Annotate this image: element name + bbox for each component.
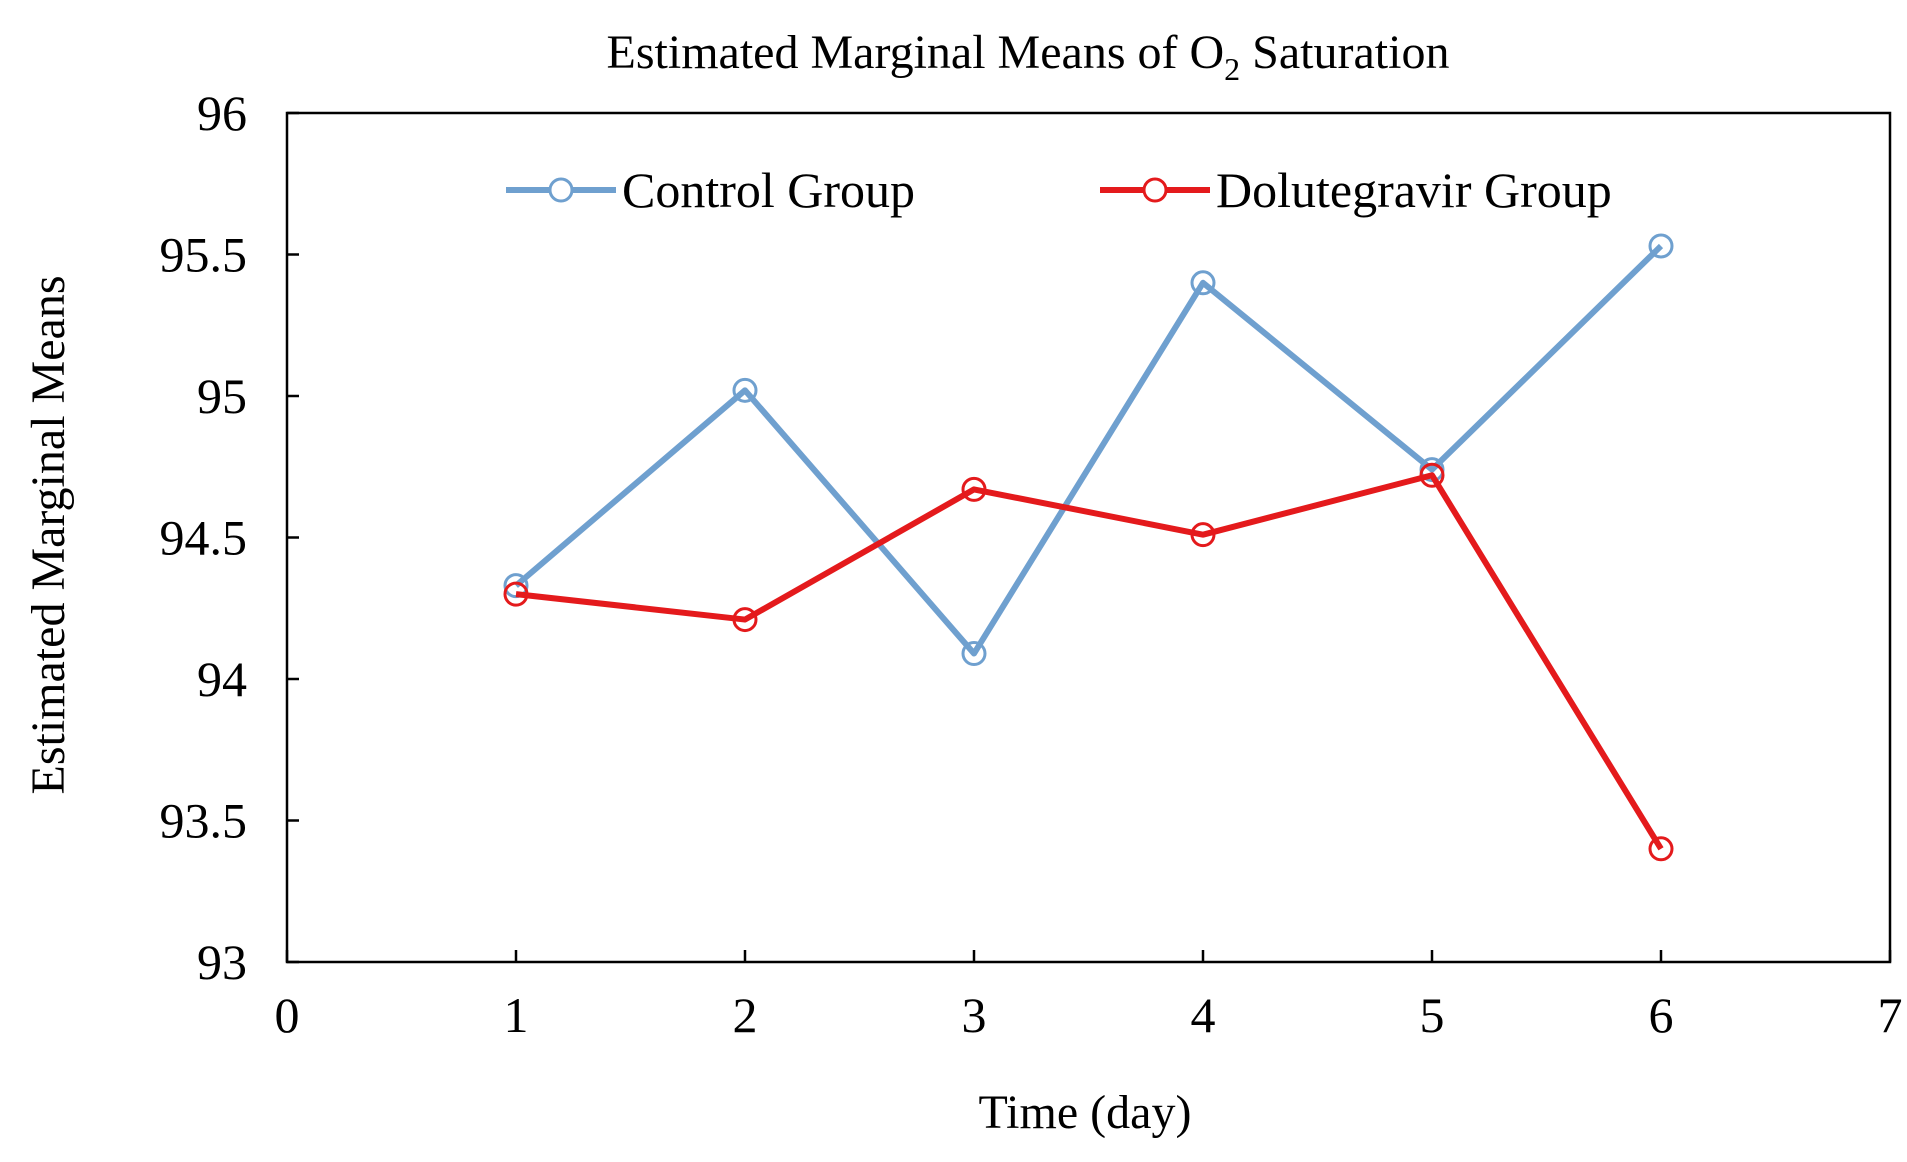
legend-item: Control Group xyxy=(506,162,915,218)
chart-title-prefix: Estimated Marginal Means of O xyxy=(607,26,1225,79)
chart-title: Estimated Marginal Means of O2 Saturatio… xyxy=(607,26,1450,87)
legend-label: Control Group xyxy=(622,162,915,218)
data-point xyxy=(1419,462,1445,488)
legend-label: Dolutegravir Group xyxy=(1216,162,1612,218)
y-tick-label: 93 xyxy=(197,934,247,990)
legend: Control Group Dolutegravir Group xyxy=(506,162,1612,218)
x-tick-label: 7 xyxy=(1878,987,1903,1043)
x-tick-label: 5 xyxy=(1420,987,1445,1043)
x-tick-label: 1 xyxy=(504,987,529,1043)
series-dolutegravir-group xyxy=(503,462,1674,862)
data-point xyxy=(1190,522,1216,548)
legend-marker xyxy=(548,177,574,203)
data-point xyxy=(503,581,529,607)
data-point xyxy=(961,641,987,667)
y-tick-label: 93.5 xyxy=(160,793,248,849)
x-tick-label: 0 xyxy=(275,987,300,1043)
data-point xyxy=(1648,836,1674,862)
x-tick-label: 3 xyxy=(962,987,987,1043)
data-point xyxy=(1190,270,1216,296)
x-tick-label: 6 xyxy=(1649,987,1674,1043)
data-point xyxy=(961,476,987,502)
x-tick-label: 4 xyxy=(1191,987,1216,1043)
chart-title-suffix: Saturation xyxy=(1240,26,1449,79)
axes: 93 93.5 94 94.5 95 95.5 96 0 1 2 3 4 5 6 7 xyxy=(160,85,1903,1043)
series-line xyxy=(514,243,1664,657)
y-tick-label: 95 xyxy=(197,368,247,424)
legend-marker xyxy=(1142,177,1168,203)
y-tick-label: 94 xyxy=(197,651,247,707)
x-axis-label: Time (day) xyxy=(979,1086,1192,1139)
chart-title-subscript: 2 xyxy=(1224,51,1240,87)
y-tick-label: 95.5 xyxy=(160,227,248,283)
y-tick-label: 96 xyxy=(197,85,247,141)
series-layer xyxy=(503,233,1674,862)
y-axis-label: Estimated Marginal Means xyxy=(22,276,75,795)
legend-item: Dolutegravir Group xyxy=(1100,162,1612,218)
x-tick-label: 2 xyxy=(733,987,758,1043)
series-line xyxy=(515,472,1664,851)
data-point xyxy=(732,377,758,403)
y-tick-label: 94.5 xyxy=(160,510,248,566)
data-point xyxy=(732,607,758,633)
data-point xyxy=(1648,233,1674,259)
